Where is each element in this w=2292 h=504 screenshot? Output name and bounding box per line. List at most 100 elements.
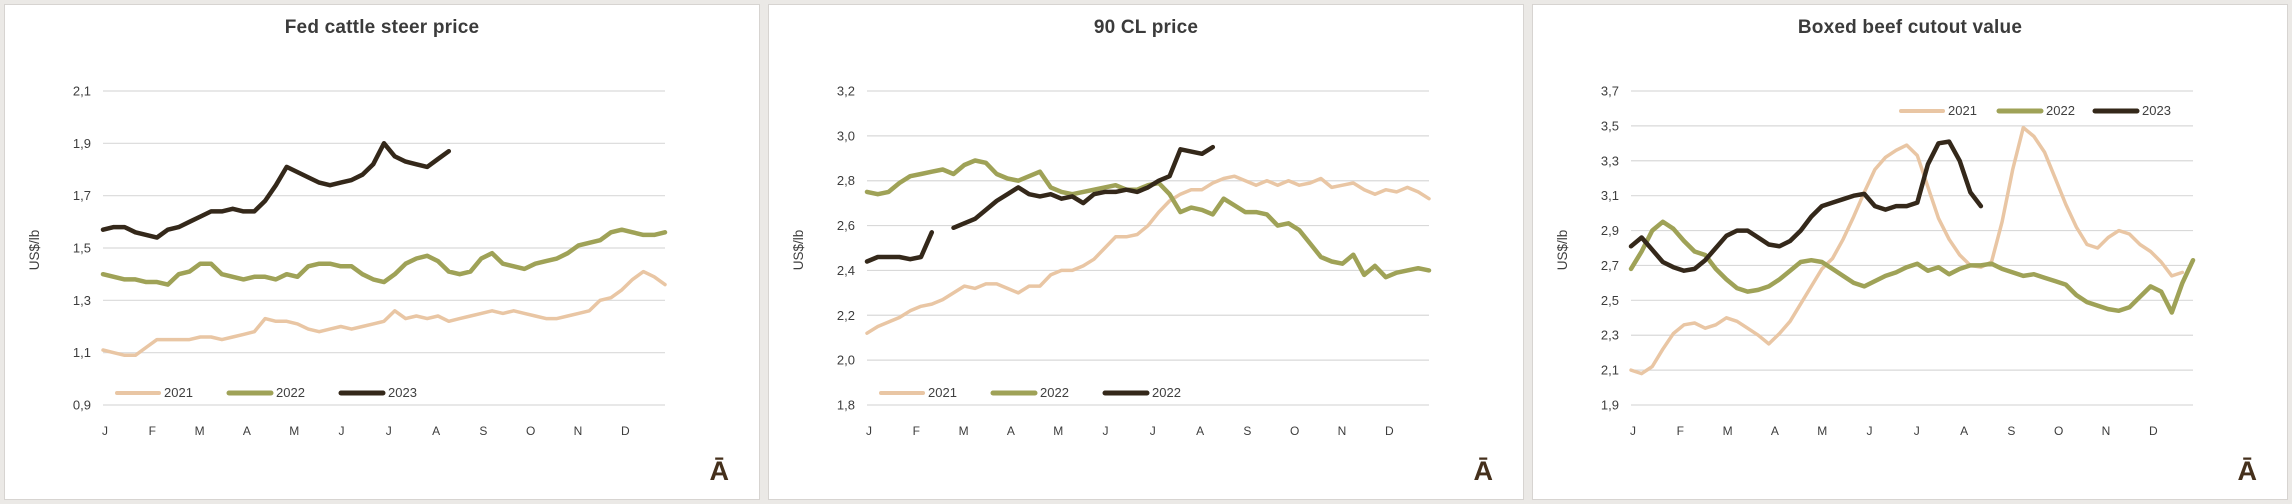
legend-item-2023: 2023 xyxy=(338,385,417,400)
y-tick-label: 1,9 xyxy=(73,136,91,151)
x-tick-label: J xyxy=(1630,424,1636,438)
series-line-2021 xyxy=(1629,125,2185,376)
x-tick-label: M xyxy=(1053,424,1063,438)
y-axis-title: US$/lb xyxy=(27,230,42,271)
legend-label: 2022 xyxy=(2046,103,2075,118)
x-tick-label: F xyxy=(1677,424,1684,438)
y-tick-label: 2,1 xyxy=(73,84,91,99)
y-tick-label: 2,5 xyxy=(1601,293,1619,308)
x-tick-label: J xyxy=(1867,424,1873,438)
x-tick-label: N xyxy=(2102,424,2111,438)
series-line-2022 xyxy=(1628,219,2196,315)
x-tick-label: M xyxy=(1817,424,1827,438)
y-tick-label: 2,6 xyxy=(837,218,855,233)
x-tick-label: J xyxy=(1150,424,1156,438)
x-tick-label: O xyxy=(526,424,535,438)
x-tick-label: M xyxy=(195,424,205,438)
legend-label: 2021 xyxy=(164,385,193,400)
chart-panel-fed-cattle: Fed cattle steer price 2,1 1,9 1,7 1,5 1,3 1,… xyxy=(4,4,760,500)
chart-title: 90 CL price xyxy=(1093,17,1199,38)
x-tick-label: D xyxy=(1385,424,1394,438)
footer-a-glyph: Ā xyxy=(709,456,730,486)
legend-item-2023: 2023 xyxy=(2092,103,2171,118)
chart-title: Boxed beef cutout value xyxy=(1797,17,2023,38)
x-tick-label: J xyxy=(866,424,872,438)
x-tick-label: A xyxy=(243,424,251,438)
x-tick-label: F xyxy=(913,424,920,438)
footer-a-glyph: Ā xyxy=(2237,456,2258,486)
x-tick-label: F xyxy=(149,424,156,438)
series-line-2023 xyxy=(1628,139,1984,273)
x-tick-label: A xyxy=(1771,424,1779,438)
boxed-beef-plot: 3,7 3,5 3,3 3,1 2,9 2,7 2,5 2,3 2,1 1,9 US$/lb J F M A… xyxy=(1555,84,2196,438)
x-tick-label: J xyxy=(386,424,392,438)
legend-label: 2022 xyxy=(276,385,305,400)
legend-label: 2023 xyxy=(2142,103,2171,118)
y-tick-label: 3,0 xyxy=(837,128,855,143)
y-tick-label: 2,8 xyxy=(837,173,855,188)
y-tick-label: 1,8 xyxy=(837,398,855,413)
y-tick-label: 0,9 xyxy=(73,398,91,413)
x-tick-label: S xyxy=(1243,424,1251,438)
chart-panel-90cl: 90 CL price 3,2 3,0 2,8 2,6 2,4 2,2 2,0 1,8 US$/… xyxy=(768,4,1524,500)
y-tick-label: 1,7 xyxy=(73,188,91,203)
legend-item-2022: 2022 xyxy=(1996,103,2075,118)
x-tick-label: D xyxy=(2149,424,2158,438)
x-tick-label: J xyxy=(1103,424,1109,438)
x-tick-label: J xyxy=(339,424,345,438)
x-tick-label: J xyxy=(102,424,108,438)
x-tick-label: D xyxy=(621,424,630,438)
legend-item-2023: 2022 xyxy=(1102,385,1181,400)
x-tick-label: O xyxy=(1290,424,1299,438)
y-tick-label: 2,9 xyxy=(1601,223,1619,238)
y-tick-label: 1,9 xyxy=(1601,398,1619,413)
y-tick-label: 1,1 xyxy=(73,345,91,360)
y-tick-label: 2,2 xyxy=(837,308,855,323)
legend-label: 2021 xyxy=(928,385,957,400)
chart-panel-boxed-beef: Boxed beef cutout value 3,7 3,5 3,3 3,1 2,9 2… xyxy=(1532,4,2288,500)
y-tick-label: 2,7 xyxy=(1601,258,1619,273)
series-line-2023 xyxy=(100,141,452,240)
legend-item-2021: 2021 xyxy=(879,385,957,400)
legend-item-2021: 2021 xyxy=(1899,103,1977,118)
x-tick-label: M xyxy=(289,424,299,438)
x-tick-label: A xyxy=(1007,424,1015,438)
x-tick-label: A xyxy=(1196,424,1204,438)
x-tick-label: S xyxy=(479,424,487,438)
y-tick-label: 3,3 xyxy=(1601,153,1619,168)
x-tick-label: J xyxy=(1914,424,1920,438)
y-tick-label: 1,3 xyxy=(73,293,91,308)
x-tick-label: S xyxy=(2007,424,2015,438)
y-tick-label: 3,1 xyxy=(1601,188,1619,203)
x-tick-label: M xyxy=(1723,424,1733,438)
footer-a-glyph: Ā xyxy=(1473,456,1494,486)
y-axis-title: US$/lb xyxy=(791,230,806,271)
y-axis-title: US$/lb xyxy=(1555,230,1570,271)
legend-label: 2023 xyxy=(388,385,417,400)
series-line-2021 xyxy=(101,269,667,358)
x-tick-label: A xyxy=(432,424,440,438)
x-tick-label: M xyxy=(959,424,969,438)
x-tick-label: A xyxy=(1960,424,1968,438)
legend-label: 2021 xyxy=(1948,103,1977,118)
series-line-2021 xyxy=(865,174,1431,335)
x-tick-label: N xyxy=(1338,424,1347,438)
series-line-2022 xyxy=(100,227,668,287)
series-line-2023 xyxy=(864,144,1216,264)
90cl-plot: 3,2 3,0 2,8 2,6 2,4 2,2 2,0 1,8 US$/lb J F M A M J J A S O… xyxy=(791,84,1432,438)
legend-item-2022: 2022 xyxy=(990,385,1069,400)
y-tick-label: 3,7 xyxy=(1601,84,1619,99)
x-tick-label: N xyxy=(574,424,583,438)
y-tick-label: 2,0 xyxy=(837,353,855,368)
chart-title: Fed cattle steer price xyxy=(284,17,480,38)
legend-label: 2022 xyxy=(1152,385,1181,400)
fed-cattle-plot: 2,1 1,9 1,7 1,5 1,3 1,1 0,9 US$/lb J F M A M J J A S O N D 2… xyxy=(27,84,668,438)
series-line-2022 xyxy=(864,158,1432,280)
y-tick-label: 3,5 xyxy=(1601,118,1619,133)
legend-label: 2022 xyxy=(1040,385,1069,400)
y-tick-label: 2,1 xyxy=(1601,363,1619,378)
y-tick-label: 1,5 xyxy=(73,241,91,256)
y-tick-label: 2,4 xyxy=(837,263,855,278)
legend-item-2022: 2022 xyxy=(226,385,305,400)
